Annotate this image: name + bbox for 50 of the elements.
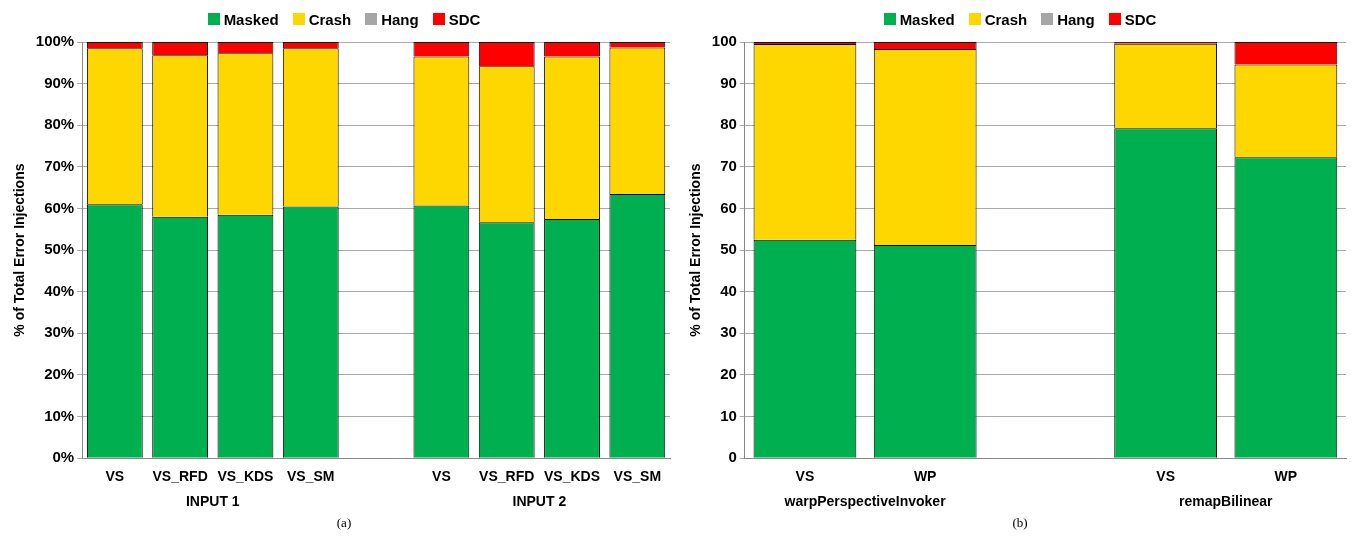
text: warpPerspectiveInvoker: [783, 492, 947, 509]
y-tick-label: 90: [720, 73, 737, 91]
y-tick-label: 100%: [35, 32, 75, 50]
y-tick-label: 0: [728, 448, 737, 466]
x-tick-label: VS_KDS: [217, 468, 274, 485]
y-tick-label: 40%: [44, 281, 75, 299]
y-tick-label: 60%: [44, 198, 75, 216]
text: (b): [1011, 515, 1029, 531]
text: remapBilinear: [1179, 492, 1273, 509]
legend-label: SDC: [1124, 10, 1157, 28]
x-tick-label: VS_RFD: [479, 468, 535, 485]
x-tick-label: VS_KDS: [544, 468, 601, 485]
legend-label: Masked: [223, 10, 279, 28]
y-tick-label: 10%: [44, 406, 75, 424]
y-tick-label: 50%: [44, 240, 75, 258]
legend-label: Masked: [899, 10, 955, 28]
x-tick-label: VS_SM: [613, 468, 662, 485]
y-tick-label: 50: [720, 240, 737, 258]
y-tick-label: 100: [711, 32, 737, 50]
legend-label: SDC: [448, 10, 481, 28]
x-tick-label: WP: [913, 468, 937, 485]
x-tick-label: VS_SM: [287, 468, 335, 485]
legend-label: Hang: [381, 10, 419, 28]
x-tick-label: VS: [1156, 468, 1175, 485]
text: INPUT 2: [512, 492, 567, 509]
legend-label: Hang: [1057, 10, 1095, 28]
y-axis-title: % of Total Error Injections: [11, 163, 28, 337]
legend-label: Crash: [308, 10, 352, 28]
y-tick-label: 70%: [44, 157, 75, 174]
y-tick-label: 80: [720, 115, 737, 133]
x-tick-label: VS: [105, 468, 125, 485]
y-tick-label: 40: [720, 281, 737, 299]
y-tick-label: 30%: [44, 323, 75, 341]
y-tick-label: 60: [720, 198, 737, 216]
x-tick-label: VS: [432, 468, 451, 485]
y-tick-label: 80%: [44, 115, 75, 133]
y-tick-label: 0%: [52, 448, 75, 466]
y-tick-label: 70: [720, 157, 737, 174]
x-tick-label: VS: [795, 468, 815, 485]
text: INPUT 1: [185, 492, 240, 509]
y-tick-label: 20%: [44, 365, 75, 383]
x-tick-label: WP: [1274, 468, 1298, 485]
legend-label: Crash: [984, 10, 1028, 28]
text: (a): [335, 515, 353, 531]
x-tick-label: VS_RFD: [152, 468, 208, 485]
y-tick-label: 30: [720, 323, 737, 341]
y-tick-label: 10: [720, 406, 737, 424]
y-axis-title: % of Total Error Injections: [687, 163, 704, 337]
y-tick-label: 20: [720, 365, 737, 383]
y-tick-label: 90%: [44, 73, 75, 91]
